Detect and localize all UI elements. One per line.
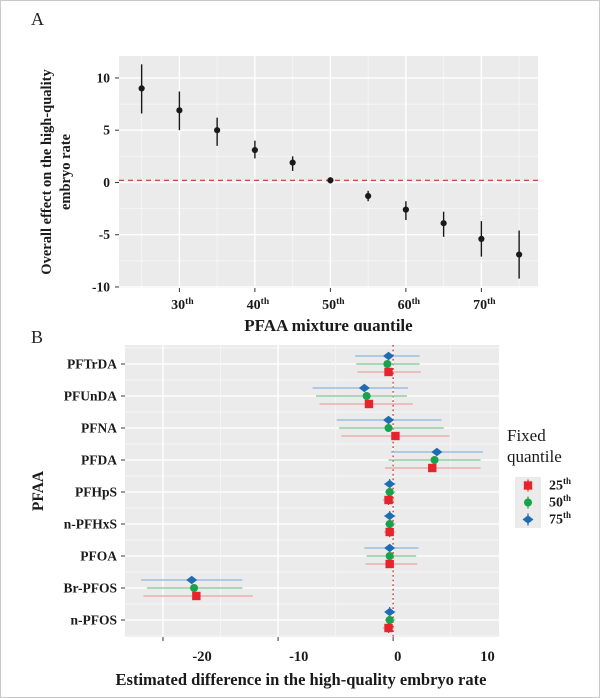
point-estimate [176, 107, 183, 114]
legend-entry-75th: 75th [515, 509, 572, 528]
panel-b-plot-area [125, 345, 499, 637]
category-label: n-PFOS [70, 613, 117, 628]
legend-swatch-50th [515, 493, 541, 511]
category-label: PFDA [81, 453, 117, 468]
y-axis-title-line2: embryo rate [58, 133, 74, 210]
point-estimate [214, 127, 221, 134]
legend-title-line-1: Fixed [507, 426, 546, 445]
point-estimate [365, 192, 372, 200]
point-estimate [138, 85, 145, 92]
legend-entry-label: 75th [549, 509, 572, 528]
point-25th [384, 495, 393, 505]
legend-entry-25th: 25th [515, 475, 572, 494]
point-estimate [402, 206, 409, 213]
square-icon [523, 479, 533, 491]
point-50th [190, 584, 199, 592]
point-25th [384, 623, 393, 633]
category-label: n-PFHxS [64, 517, 117, 532]
y-tick-label: -10 [92, 279, 110, 294]
x-tick-label: 10 [480, 649, 495, 665]
point-estimate [478, 235, 485, 242]
panel-b-chart: PFTrDA PFUnDA PFNA PFDA PFHpS n-PFHxS PFOA Br-P… [30, 345, 499, 689]
legend-entry-label: 25th [549, 475, 572, 494]
point-75th [358, 383, 370, 393]
panel-a-chart: 30th 40th 50th 60th 70th 10 5 0 -5 -10 PFAA mixtur… [39, 56, 538, 331]
point-75th [384, 479, 396, 489]
legend-entries: 25th 50th 75th [515, 475, 572, 528]
point-50th [383, 360, 392, 368]
circle-glyph [524, 498, 532, 506]
y-axis-title: PFAA [30, 470, 47, 511]
legend-title-line-2: quantile [507, 447, 562, 467]
x-tick-label: -10 [289, 649, 308, 665]
legend: Fixed quantile 25th 50th 75th [507, 425, 571, 528]
point-25th [364, 399, 374, 409]
point-estimate [516, 251, 523, 258]
point-75th [383, 351, 395, 361]
point-75th [383, 415, 395, 425]
legend-swatch-25th [515, 476, 541, 494]
x-tick-label: 0 [394, 649, 401, 665]
category-label: PFHpS [75, 485, 117, 500]
point-25th [385, 527, 394, 537]
legend-entry-50th: 50th [515, 492, 572, 511]
category-label: PFTrDA [67, 357, 117, 372]
x-tick-label: 50th [322, 297, 345, 313]
point-50th [385, 552, 394, 560]
legend-title: Fixed quantile [507, 425, 571, 468]
category-label: Br-PFOS [64, 581, 118, 596]
x-tick-label: 70th [473, 297, 496, 313]
panel-b-label: B [31, 327, 44, 347]
y-tick-label: 5 [103, 123, 110, 138]
point-50th [385, 488, 394, 496]
category-label: PFOA [80, 549, 117, 564]
x-tick-label: -20 [192, 649, 211, 665]
x-tick-label: 60th [398, 297, 421, 313]
point-25th [391, 431, 400, 441]
point-50th [384, 424, 393, 432]
y-axis-title-line1: Overall effect on the high-quality [39, 69, 55, 275]
legend-swatch-75th [515, 510, 541, 528]
x-axis-title: Estimated difference in the high-quality… [116, 670, 487, 689]
panel-a-label: A [31, 9, 44, 29]
point-50th [385, 616, 394, 624]
x-tick-label: 40th [247, 297, 270, 313]
point-estimate [327, 177, 334, 184]
legend-entry-label: 50th [549, 492, 572, 511]
category-label: PFNA [81, 421, 117, 436]
diamond-icon [522, 513, 534, 525]
point-25th [385, 559, 394, 569]
x-axis-title: PFAA mixture quantile [244, 316, 413, 331]
point-25th [428, 463, 437, 473]
point-50th [430, 456, 439, 464]
point-25th [384, 367, 393, 377]
y-tick-label: -5 [99, 227, 110, 242]
point-estimate [289, 159, 296, 166]
x-tick-label: 30th [171, 297, 194, 313]
point-estimate [251, 146, 258, 154]
diamond-glyph [522, 514, 534, 524]
category-label: PFUnDA [64, 389, 117, 404]
point-25th [192, 591, 201, 601]
point-75th [431, 447, 443, 457]
y-tick-label: 10 [97, 70, 111, 85]
panel-a-plot-area [119, 56, 538, 288]
point-50th [362, 392, 371, 400]
y-tick-label: 0 [103, 175, 110, 190]
circle-icon [524, 496, 532, 508]
point-50th [385, 520, 394, 528]
point-estimate [440, 220, 447, 227]
square-glyph [523, 480, 533, 490]
